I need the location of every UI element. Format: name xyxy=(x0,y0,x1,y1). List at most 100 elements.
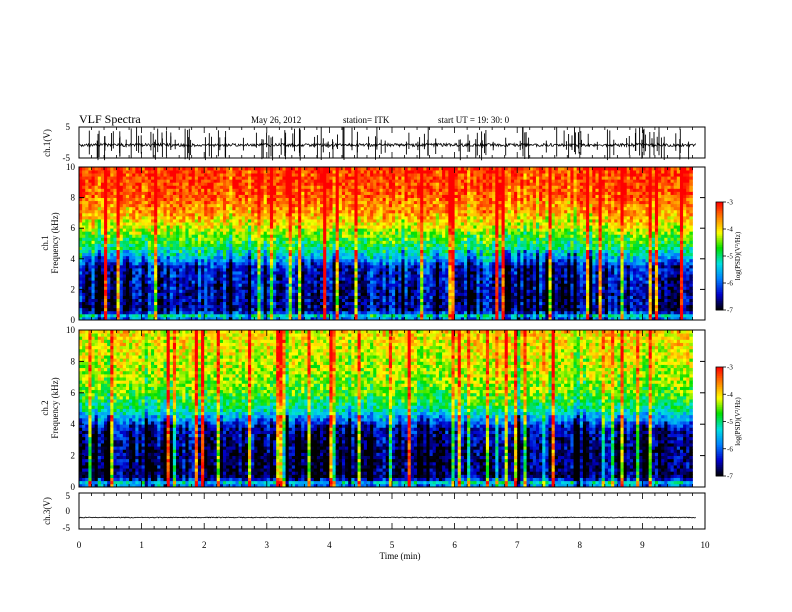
spectrogram-cell xyxy=(373,301,377,306)
spectrogram-cell xyxy=(160,170,164,174)
spectrogram-cell xyxy=(160,194,164,198)
spectrogram-cell xyxy=(207,246,211,251)
spectrogram-cell xyxy=(135,215,139,220)
spectrogram-cell xyxy=(266,225,271,229)
spectrogram-cell xyxy=(88,219,92,223)
spectrogram-cell xyxy=(335,304,340,309)
spectrogram-cell xyxy=(110,167,114,171)
spectrogram-cell xyxy=(125,170,130,174)
spectrogram-cell xyxy=(176,249,180,254)
spectrogram-cell xyxy=(222,173,227,177)
spectrogram-cell xyxy=(182,295,186,299)
spectrogram-cell xyxy=(254,185,258,189)
spectrogram-cell xyxy=(194,316,199,321)
spectrogram-cell xyxy=(88,274,92,278)
spectrogram-cell xyxy=(251,264,255,269)
spectrogram-cell xyxy=(97,228,102,232)
spectrogram-cell xyxy=(207,307,211,312)
spectrogram-cell xyxy=(285,246,290,251)
spectrogram-cell xyxy=(157,200,161,205)
spectrogram-cell xyxy=(201,298,205,303)
spectrogram-cell xyxy=(304,179,308,183)
spectrogram-cell xyxy=(113,188,117,192)
spectrogram-cell xyxy=(326,258,330,263)
spectrogram-cell xyxy=(169,298,174,303)
spectrogram-cell xyxy=(241,231,246,235)
spectrogram-cell xyxy=(248,310,252,315)
spectrogram-cell xyxy=(182,167,186,171)
spectrogram-cell xyxy=(216,295,221,299)
spectrogram-cell xyxy=(363,304,368,309)
spectrogram-cell xyxy=(226,170,230,174)
spectrogram-cell xyxy=(316,295,321,299)
spectrogram-cell xyxy=(100,170,105,174)
spectrogram-cell xyxy=(138,194,142,198)
spectrogram-cell xyxy=(160,307,164,312)
spectrogram-cell xyxy=(273,206,277,211)
spectrogram-cell xyxy=(298,289,302,293)
spectrogram-cell xyxy=(91,243,96,247)
spectrogram-cell xyxy=(79,255,83,260)
spectrogram-cell xyxy=(147,277,152,281)
spectrogram-cell xyxy=(188,206,193,211)
spectrogram-cell xyxy=(91,298,96,303)
spectrogram-cell xyxy=(204,212,208,217)
spectrogram-cell xyxy=(229,252,233,257)
spectrogram-cell xyxy=(182,206,186,211)
spectrogram-cell xyxy=(260,258,265,263)
spectrogram-cell xyxy=(204,237,208,241)
spectrogram-cell xyxy=(226,231,230,235)
spectrogram-cell xyxy=(150,234,155,238)
spectrogram-cell xyxy=(219,313,224,318)
spectrogram-cell xyxy=(285,225,290,229)
spectrogram-cell xyxy=(222,200,227,205)
spectrogram-cell xyxy=(357,212,362,217)
spectrogram-cell xyxy=(144,246,149,251)
spectrogram-cell xyxy=(244,264,249,269)
spectrogram-cell xyxy=(88,298,92,303)
spectrogram-cell xyxy=(363,246,368,251)
spectrogram-cell xyxy=(229,289,233,293)
spectrogram-cell xyxy=(341,191,346,195)
spectrogram-cell xyxy=(232,243,236,247)
spectrogram-cell xyxy=(122,252,127,257)
spectrogram-cell xyxy=(207,222,211,226)
spectrogram-cell xyxy=(345,222,349,226)
spectrogram-cell xyxy=(229,228,233,232)
spectrogram-cell xyxy=(144,206,149,211)
spectrogram-cell xyxy=(179,292,183,296)
spectrogram-cell xyxy=(345,258,349,263)
spectrogram-cell xyxy=(157,179,161,183)
spectrogram-cell xyxy=(332,231,337,235)
spectrogram-cell xyxy=(179,289,183,293)
spectrogram-cell xyxy=(363,194,368,198)
spectrogram-cell xyxy=(119,182,124,186)
spectrogram-cell xyxy=(285,307,290,312)
spectrogram-cell xyxy=(276,179,280,183)
spectrogram-cell xyxy=(366,176,371,180)
spectrogram-cell xyxy=(147,182,152,186)
spectrogram-cell xyxy=(88,316,92,321)
spectrogram-cell xyxy=(244,261,249,266)
spectrogram-cell xyxy=(269,225,274,229)
spectrogram-cell xyxy=(204,292,208,296)
spectrogram-cell xyxy=(357,194,362,198)
spectrogram-cell xyxy=(107,234,111,238)
spectrogram-cell xyxy=(341,228,346,232)
spectrogram-cell xyxy=(263,188,268,192)
spectrogram-cell xyxy=(179,188,183,192)
spectrogram-cell xyxy=(320,274,324,278)
spectrogram-cell xyxy=(201,271,205,275)
spectrogram-cell xyxy=(291,313,296,318)
spectrogram-cell xyxy=(100,295,105,299)
spectrogram-cell xyxy=(204,277,208,281)
spectrogram-cell xyxy=(335,173,340,177)
spectrogram-cell xyxy=(307,231,312,235)
spectrogram-cell xyxy=(104,215,108,220)
spectrogram-cell xyxy=(360,255,365,260)
spectrogram-cell xyxy=(282,258,286,263)
spectrogram-cell xyxy=(110,283,114,287)
spectrogram-cell xyxy=(320,188,324,192)
spectrogram-cell xyxy=(179,280,183,284)
spectrogram-cell xyxy=(172,203,177,208)
